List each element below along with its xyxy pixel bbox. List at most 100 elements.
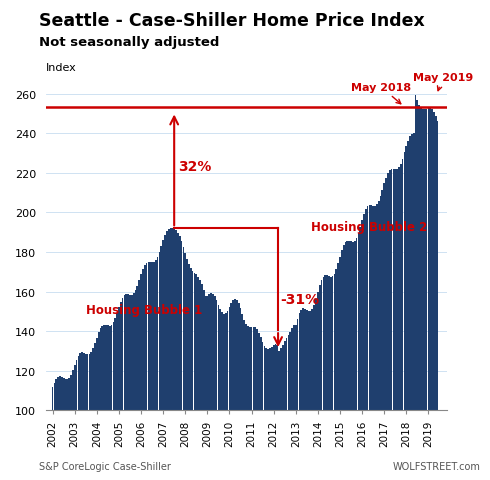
Bar [125,295,127,480]
Bar [183,247,184,480]
Bar [111,325,112,480]
Bar [238,303,240,480]
Bar [308,311,310,480]
Bar [415,96,416,480]
Bar [387,174,389,480]
Bar [271,347,272,480]
Bar [336,270,337,480]
Bar [67,379,68,480]
Bar [428,109,429,480]
Bar [372,206,374,480]
Bar [212,294,214,480]
Bar [129,295,131,480]
Bar [341,251,343,480]
Bar [196,275,197,480]
Bar [435,117,437,480]
Bar [216,300,218,480]
Bar [137,286,138,480]
Bar [420,108,422,480]
Bar [149,263,151,480]
Bar [339,257,341,480]
Bar [269,348,271,480]
Bar [96,338,98,480]
Bar [138,281,140,480]
Bar [302,309,304,480]
Bar [418,106,420,480]
Bar [114,318,116,480]
Bar [245,324,247,480]
Bar [230,304,232,480]
Bar [159,252,160,480]
Bar [404,153,405,480]
Bar [407,142,409,480]
Bar [146,264,147,480]
Bar [192,271,194,480]
Bar [218,305,219,480]
Bar [107,326,109,480]
Bar [350,242,352,480]
Bar [75,360,77,480]
Bar [99,329,101,480]
Bar [368,206,370,480]
Bar [300,310,302,480]
Bar [280,348,282,480]
Bar [385,178,387,480]
Bar [380,197,381,480]
Bar [220,310,221,480]
Bar [53,383,55,480]
Text: Index: Index [46,63,77,73]
Bar [179,237,180,480]
Text: Housing Bubble 2: Housing Bubble 2 [311,221,427,234]
Bar [227,312,228,480]
Bar [332,276,334,480]
Bar [157,257,158,480]
Bar [173,229,175,480]
Bar [55,379,57,480]
Bar [116,313,118,480]
Bar [240,308,242,480]
Bar [433,113,435,480]
Bar [57,377,59,480]
Bar [389,171,391,480]
Text: -31%: -31% [280,292,319,306]
Bar [63,378,65,480]
Bar [396,169,398,480]
Text: Not seasonally adjusted: Not seasonally adjusted [39,36,220,49]
Bar [258,333,260,480]
Bar [147,263,149,480]
Bar [236,300,238,480]
Bar [74,365,75,480]
Bar [206,296,208,480]
Bar [324,276,326,480]
Bar [123,296,125,480]
Text: May 2019: May 2019 [413,73,473,92]
Bar [177,233,179,480]
Bar [426,109,427,480]
Bar [416,101,418,480]
Bar [225,313,226,480]
Bar [437,122,439,480]
Bar [334,274,335,480]
Bar [242,314,243,480]
Bar [356,238,357,480]
Bar [266,348,267,480]
Bar [101,326,103,480]
Bar [81,353,83,480]
Bar [424,110,425,480]
Bar [282,345,284,480]
Bar [94,343,96,480]
Bar [232,300,234,480]
Bar [77,356,79,480]
Bar [429,108,431,480]
Bar [352,242,354,480]
Bar [376,204,378,480]
Bar [310,311,311,480]
Bar [194,273,196,480]
Bar [422,110,424,480]
Bar [118,307,120,480]
Bar [223,314,225,480]
Bar [374,206,376,480]
Bar [297,319,298,480]
Bar [244,320,245,480]
Bar [359,228,361,480]
